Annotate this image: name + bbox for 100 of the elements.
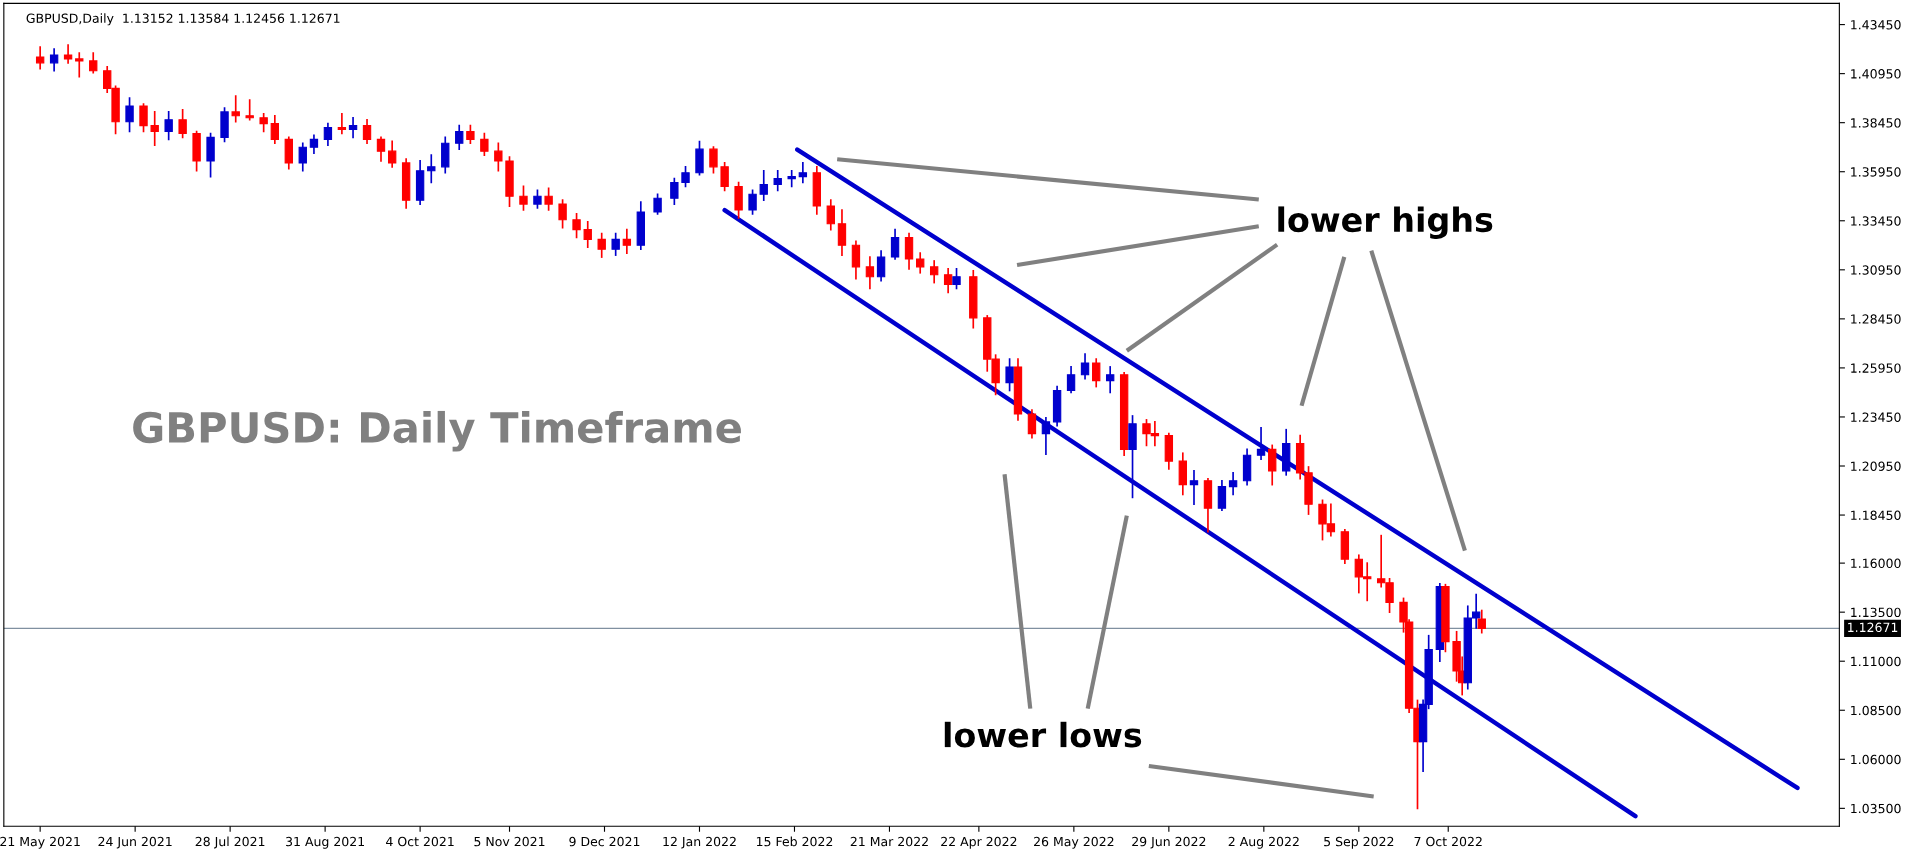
candlestick <box>837 209 847 256</box>
candlestick <box>876 250 886 282</box>
x-tick-label: 29 Jun 2022 <box>1132 836 1206 849</box>
x-tick-label: 22 Apr 2022 <box>941 836 1017 849</box>
candlestick <box>231 95 240 123</box>
candlestick <box>298 142 307 172</box>
candlestick <box>323 122 333 147</box>
x-tick-label: 5 Nov 2021 <box>474 836 545 847</box>
candlestick <box>1268 444 1277 486</box>
candlestick <box>348 116 358 139</box>
candlestick <box>851 240 861 280</box>
candlestick <box>1080 353 1090 380</box>
y-tick-label: 1.28450 <box>1851 314 1901 324</box>
x-tick-label: 2 Aug 2022 <box>1228 836 1299 849</box>
x-tick-label: 9 Dec 2021 <box>569 836 640 847</box>
x-tick-label: 26 May 2022 <box>1034 836 1114 849</box>
candlestick <box>1477 609 1486 634</box>
candlestick <box>1217 479 1227 511</box>
candlestick <box>929 260 939 284</box>
x-tick-label: 28 Jul 2021 <box>195 836 265 849</box>
y-tick-label: 1.23450 <box>1851 412 1901 422</box>
candlestick <box>75 52 84 78</box>
y-tick-label: 1.25950 <box>1851 363 1901 373</box>
y-tick-label: 1.33450 <box>1851 216 1901 226</box>
candlestick <box>1005 358 1014 392</box>
candlestick <box>494 142 503 172</box>
candlestick <box>622 228 632 254</box>
candlestick <box>943 268 953 294</box>
candlestick <box>798 162 808 184</box>
candlestick <box>427 154 436 184</box>
candlestick <box>916 252 925 274</box>
y-tick-label: 1.30950 <box>1851 265 1901 275</box>
candlestick <box>245 99 254 121</box>
candlestick <box>572 213 581 239</box>
candlestick <box>1092 358 1101 388</box>
x-tick-label: 21 Mar 2022 <box>850 836 928 847</box>
x-tick-label: 31 Aug 2021 <box>286 836 364 849</box>
candlestick <box>1228 472 1238 496</box>
candlestick <box>653 193 662 215</box>
candlestick <box>952 268 961 290</box>
candlestick <box>139 103 148 133</box>
candlestick <box>1105 366 1115 394</box>
y-tick-label: 1.06000 <box>1851 754 1901 765</box>
candlestick <box>337 113 347 135</box>
y-tick-label: 1.16000 <box>1851 558 1901 569</box>
x-tick-label: 24 Jun 2021 <box>98 836 172 849</box>
candlestick <box>270 114 280 145</box>
annotation: lower lows <box>944 721 1142 748</box>
y-tick-label: 1.08500 <box>1851 705 1901 716</box>
candlestick <box>1066 366 1076 394</box>
candlestick <box>387 140 397 168</box>
y-tick-label: 1.38450 <box>1851 118 1901 128</box>
y-tick-label: 1.03500 <box>1851 803 1901 814</box>
candlestick <box>583 220 592 249</box>
candlestick <box>35 46 45 70</box>
candlestick <box>441 136 450 174</box>
x-tick-label: 4 Oct 2021 <box>386 836 454 847</box>
candlestick <box>519 185 528 211</box>
candlestick <box>1256 426 1266 460</box>
candlestick <box>681 165 690 188</box>
candlestick <box>865 256 875 290</box>
candlestick <box>773 169 782 192</box>
candlestick <box>826 199 835 231</box>
candlestick <box>759 169 768 202</box>
text: GBPUSD: Daily Timeframe <box>133 410 741 452</box>
x-tick-label: 12 Jan 2022 <box>663 836 736 849</box>
candlestick <box>787 169 796 188</box>
candlestick <box>125 97 134 133</box>
candlestick <box>164 111 173 141</box>
candlestick <box>734 181 743 219</box>
candlestick <box>709 146 718 174</box>
candlestick <box>611 232 620 256</box>
y-tick-label: 1.35950 <box>1851 167 1901 177</box>
text: GBPUSD,Daily 1.13152 1.13584 1.12456 1.12671 <box>26 13 340 26</box>
x-tick-label: 7 Oct 2022 <box>1414 836 1482 847</box>
candlestick <box>284 136 293 170</box>
candlestick <box>89 52 98 74</box>
candlestick <box>1027 409 1037 439</box>
candlestick <box>63 44 73 64</box>
candlestick <box>178 109 187 139</box>
candlestick <box>597 232 606 258</box>
y-tick-label: 1.43450 <box>1851 20 1901 30</box>
y-tick-label: 1.11000 <box>1851 656 1901 667</box>
annotation: lower highs <box>1278 206 1493 239</box>
candlestick <box>1041 417 1051 456</box>
candlestick <box>376 136 386 162</box>
x-tick-label: 5 Sep 2022 <box>1324 836 1394 849</box>
candlestick <box>544 187 553 211</box>
candlestick <box>695 140 704 176</box>
ref-line-label: 1.12671 <box>1848 622 1898 633</box>
candlestick <box>455 124 464 151</box>
candlestick <box>890 228 900 260</box>
candlestick <box>49 48 59 72</box>
candlestick <box>480 132 489 156</box>
candlestick <box>206 132 215 178</box>
y-tick-label: 1.40950 <box>1851 69 1901 79</box>
x-tick-label: 15 Feb 2022 <box>756 836 833 847</box>
y-tick-label: 1.13500 <box>1851 607 1901 618</box>
candlestick <box>362 118 372 145</box>
candlestick <box>1189 470 1199 506</box>
